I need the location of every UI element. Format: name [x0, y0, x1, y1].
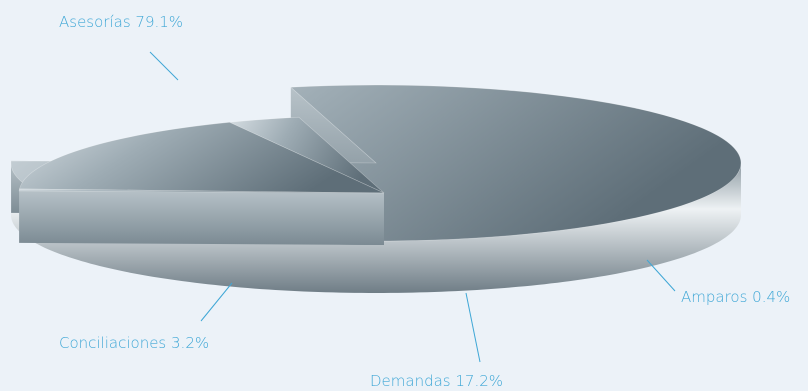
conciliaciones-leader-line: [201, 283, 232, 321]
conciliaciones-data-label: Conciliaciones 3.2%: [59, 334, 209, 352]
amparos-slice-cut-face: [20, 189, 385, 245]
demandas-data-label: Demandas 17.2%: [370, 372, 503, 390]
amparos-leader-line: [647, 260, 675, 291]
amparos-data-label: Amparos 0.4%: [681, 288, 790, 306]
asesorias-leader-line: [150, 52, 178, 80]
asesorias-data-label: Asesorías 79.1%: [59, 13, 183, 31]
demandas-leader-line: [466, 293, 480, 362]
